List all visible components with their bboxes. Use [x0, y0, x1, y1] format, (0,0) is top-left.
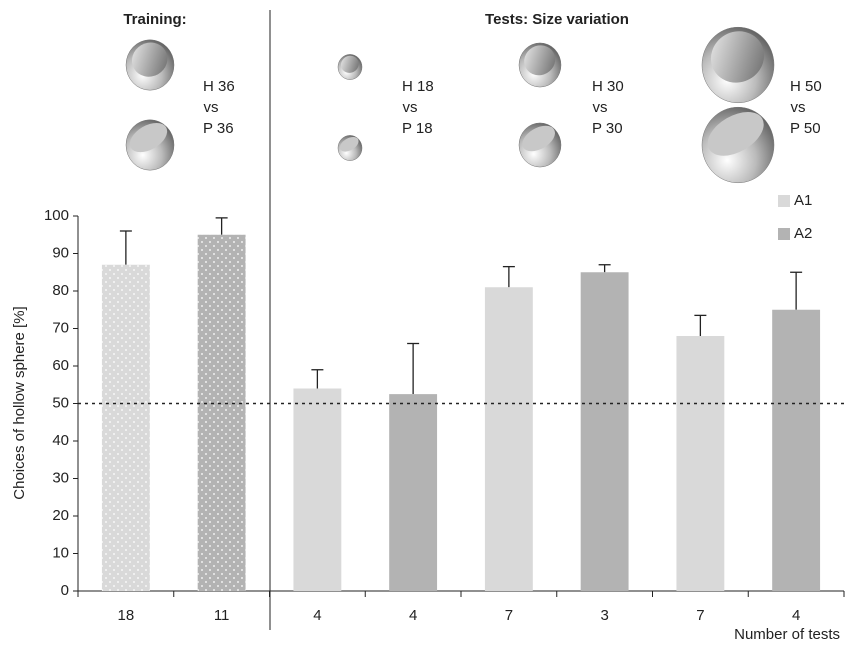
x-tick-label: 4: [792, 607, 800, 624]
bar: [485, 287, 533, 591]
bar: [772, 310, 820, 591]
stimulus-label: vs: [791, 99, 806, 116]
y-tick-label: 20: [52, 507, 69, 524]
stimulus-label: vs: [204, 99, 219, 116]
y-tick-label: 30: [52, 469, 69, 486]
stimulus-label: P 18: [402, 120, 433, 137]
y-tick-label: 90: [52, 244, 69, 261]
x-tick-label: 11: [214, 607, 230, 624]
x-tick-label: 4: [409, 607, 417, 624]
stimulus-label: H 18: [402, 78, 434, 95]
stimulus-label: H 50: [790, 78, 822, 95]
y-tick-label: 60: [52, 357, 69, 374]
training-heading: Training:: [123, 11, 186, 28]
bar: [676, 336, 724, 591]
y-tick-label: 100: [44, 207, 69, 224]
stimulus-label: H 30: [592, 78, 624, 95]
stimulus-label: H 36: [203, 78, 235, 95]
y-tick-label: 0: [61, 582, 69, 599]
y-axis-label: Choices of hollow sphere [%]: [11, 306, 28, 499]
y-tick-label: 40: [52, 432, 69, 449]
y-tick-label: 50: [52, 394, 69, 411]
bar-pattern: [198, 235, 246, 591]
legend-label: A2: [794, 225, 812, 242]
bar: [389, 394, 437, 591]
chart: Training: Tests: Size variation Number o…: [0, 0, 848, 646]
legend-swatch: [778, 195, 790, 207]
bar: [581, 272, 629, 591]
legend-label: A1: [794, 192, 812, 209]
stimulus-label: P 36: [203, 120, 234, 137]
stimulus-label: vs: [403, 99, 418, 116]
x-tick-label: 3: [600, 607, 608, 624]
stimulus-label: vs: [593, 99, 608, 116]
bar-pattern: [102, 265, 150, 591]
stimulus-label: P 50: [790, 120, 821, 137]
x-tick-label: 7: [696, 607, 704, 624]
x-axis-label: Number of tests: [734, 626, 840, 643]
legend-swatch: [778, 228, 790, 240]
y-tick-label: 80: [52, 282, 69, 299]
x-tick-label: 18: [118, 607, 135, 624]
tests-heading: Tests: Size variation: [485, 11, 629, 28]
bar: [293, 389, 341, 592]
x-tick-label: 7: [505, 607, 513, 624]
x-tick-label: 4: [313, 607, 321, 624]
y-tick-label: 70: [52, 319, 69, 336]
stimulus-label: P 30: [592, 120, 623, 137]
y-tick-label: 10: [52, 544, 69, 561]
